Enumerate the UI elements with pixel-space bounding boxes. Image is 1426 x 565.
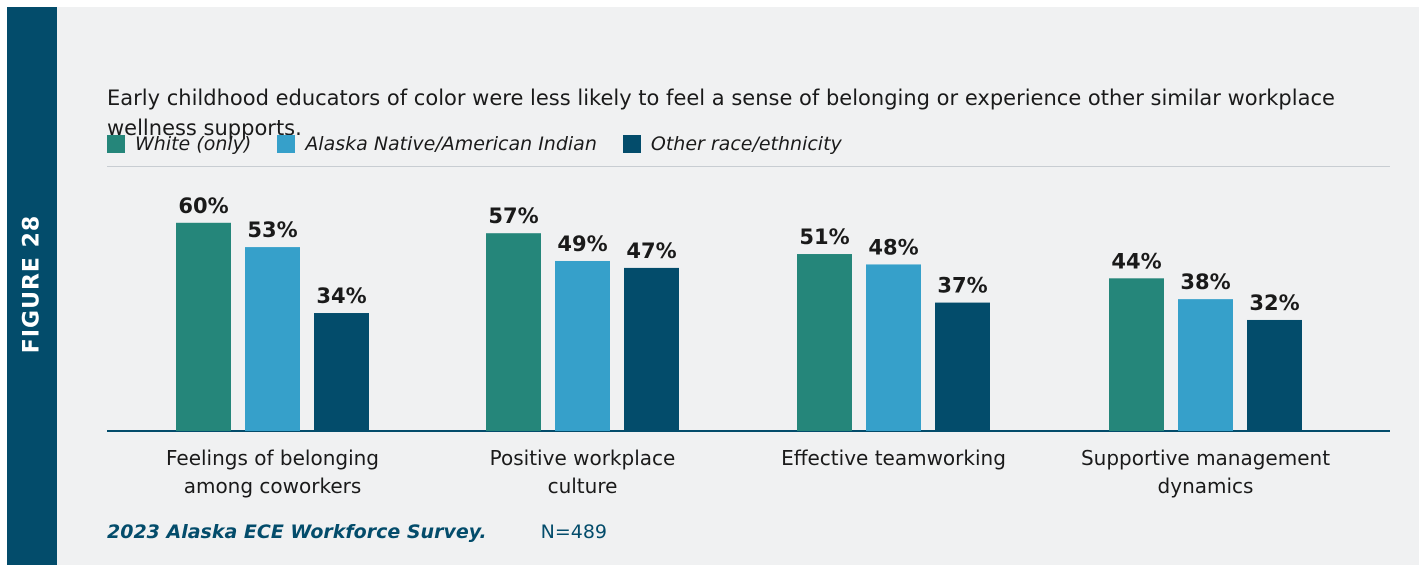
data-label-other-1: 34% xyxy=(316,284,366,308)
legend-swatch xyxy=(277,135,296,153)
bar-white-2 xyxy=(486,233,541,431)
bar-white-1 xyxy=(176,222,231,431)
bar-alaska-native-2 xyxy=(555,260,610,431)
sample-size: N=489 xyxy=(540,521,608,543)
figure-sidebar xyxy=(7,7,57,565)
category-label-2: Positive workplace culture xyxy=(489,446,676,498)
legend-item-white: White (only) xyxy=(107,133,251,155)
bar-other-3 xyxy=(935,302,990,431)
bar-alaska-native-3 xyxy=(866,264,921,431)
category-label-1: Feelings of belonging among coworkers xyxy=(165,446,379,498)
data-label-alaska-native-3: 48% xyxy=(868,235,918,259)
bar-other-1 xyxy=(314,313,369,431)
bar-alaska-native-4 xyxy=(1178,299,1233,431)
legend-label: Other race/ethnicity xyxy=(650,133,842,155)
legend-label: White (only) xyxy=(135,133,252,155)
legend-swatch xyxy=(622,135,641,153)
data-label-alaska-native-1: 53% xyxy=(247,218,297,242)
data-label-alaska-native-2: 49% xyxy=(557,232,607,256)
source-name: 2023 Alaska ECE Workforce Survey. xyxy=(107,521,487,543)
bar-white-3 xyxy=(797,254,852,431)
chart-legend: White (only) Alaska Native/American Indi… xyxy=(107,131,868,157)
category-label-3: Effective teamworking xyxy=(781,446,1006,470)
legend-swatch xyxy=(107,135,125,153)
bar-other-4 xyxy=(1247,319,1302,431)
bar-alaska-native-1 xyxy=(245,247,300,431)
category-label-4: Supportive management dynamics xyxy=(1080,446,1331,498)
data-label-other-4: 32% xyxy=(1249,291,1299,315)
data-label-white-1: 60% xyxy=(178,194,228,218)
legend-label: Alaska Native/American Indian xyxy=(305,133,597,155)
data-label-white-2: 57% xyxy=(488,204,538,228)
chart-title: Early childhood educators of color were … xyxy=(107,86,1335,140)
data-label-white-4: 44% xyxy=(1111,249,1161,273)
bar-white-4 xyxy=(1109,278,1164,431)
legend-item-other: Other race/ethnicity xyxy=(622,133,842,155)
data-label-other-3: 37% xyxy=(937,274,987,298)
data-label-white-3: 51% xyxy=(799,225,849,249)
source-note: 2023 Alaska ECE Workforce Survey. N=489 xyxy=(107,521,607,543)
data-label-other-2: 47% xyxy=(626,239,676,263)
legend-divider xyxy=(107,166,1390,167)
bar-other-2 xyxy=(624,267,679,431)
legend-item-alaska-native: Alaska Native/American Indian xyxy=(277,133,597,155)
data-label-alaska-native-4: 38% xyxy=(1180,270,1230,294)
